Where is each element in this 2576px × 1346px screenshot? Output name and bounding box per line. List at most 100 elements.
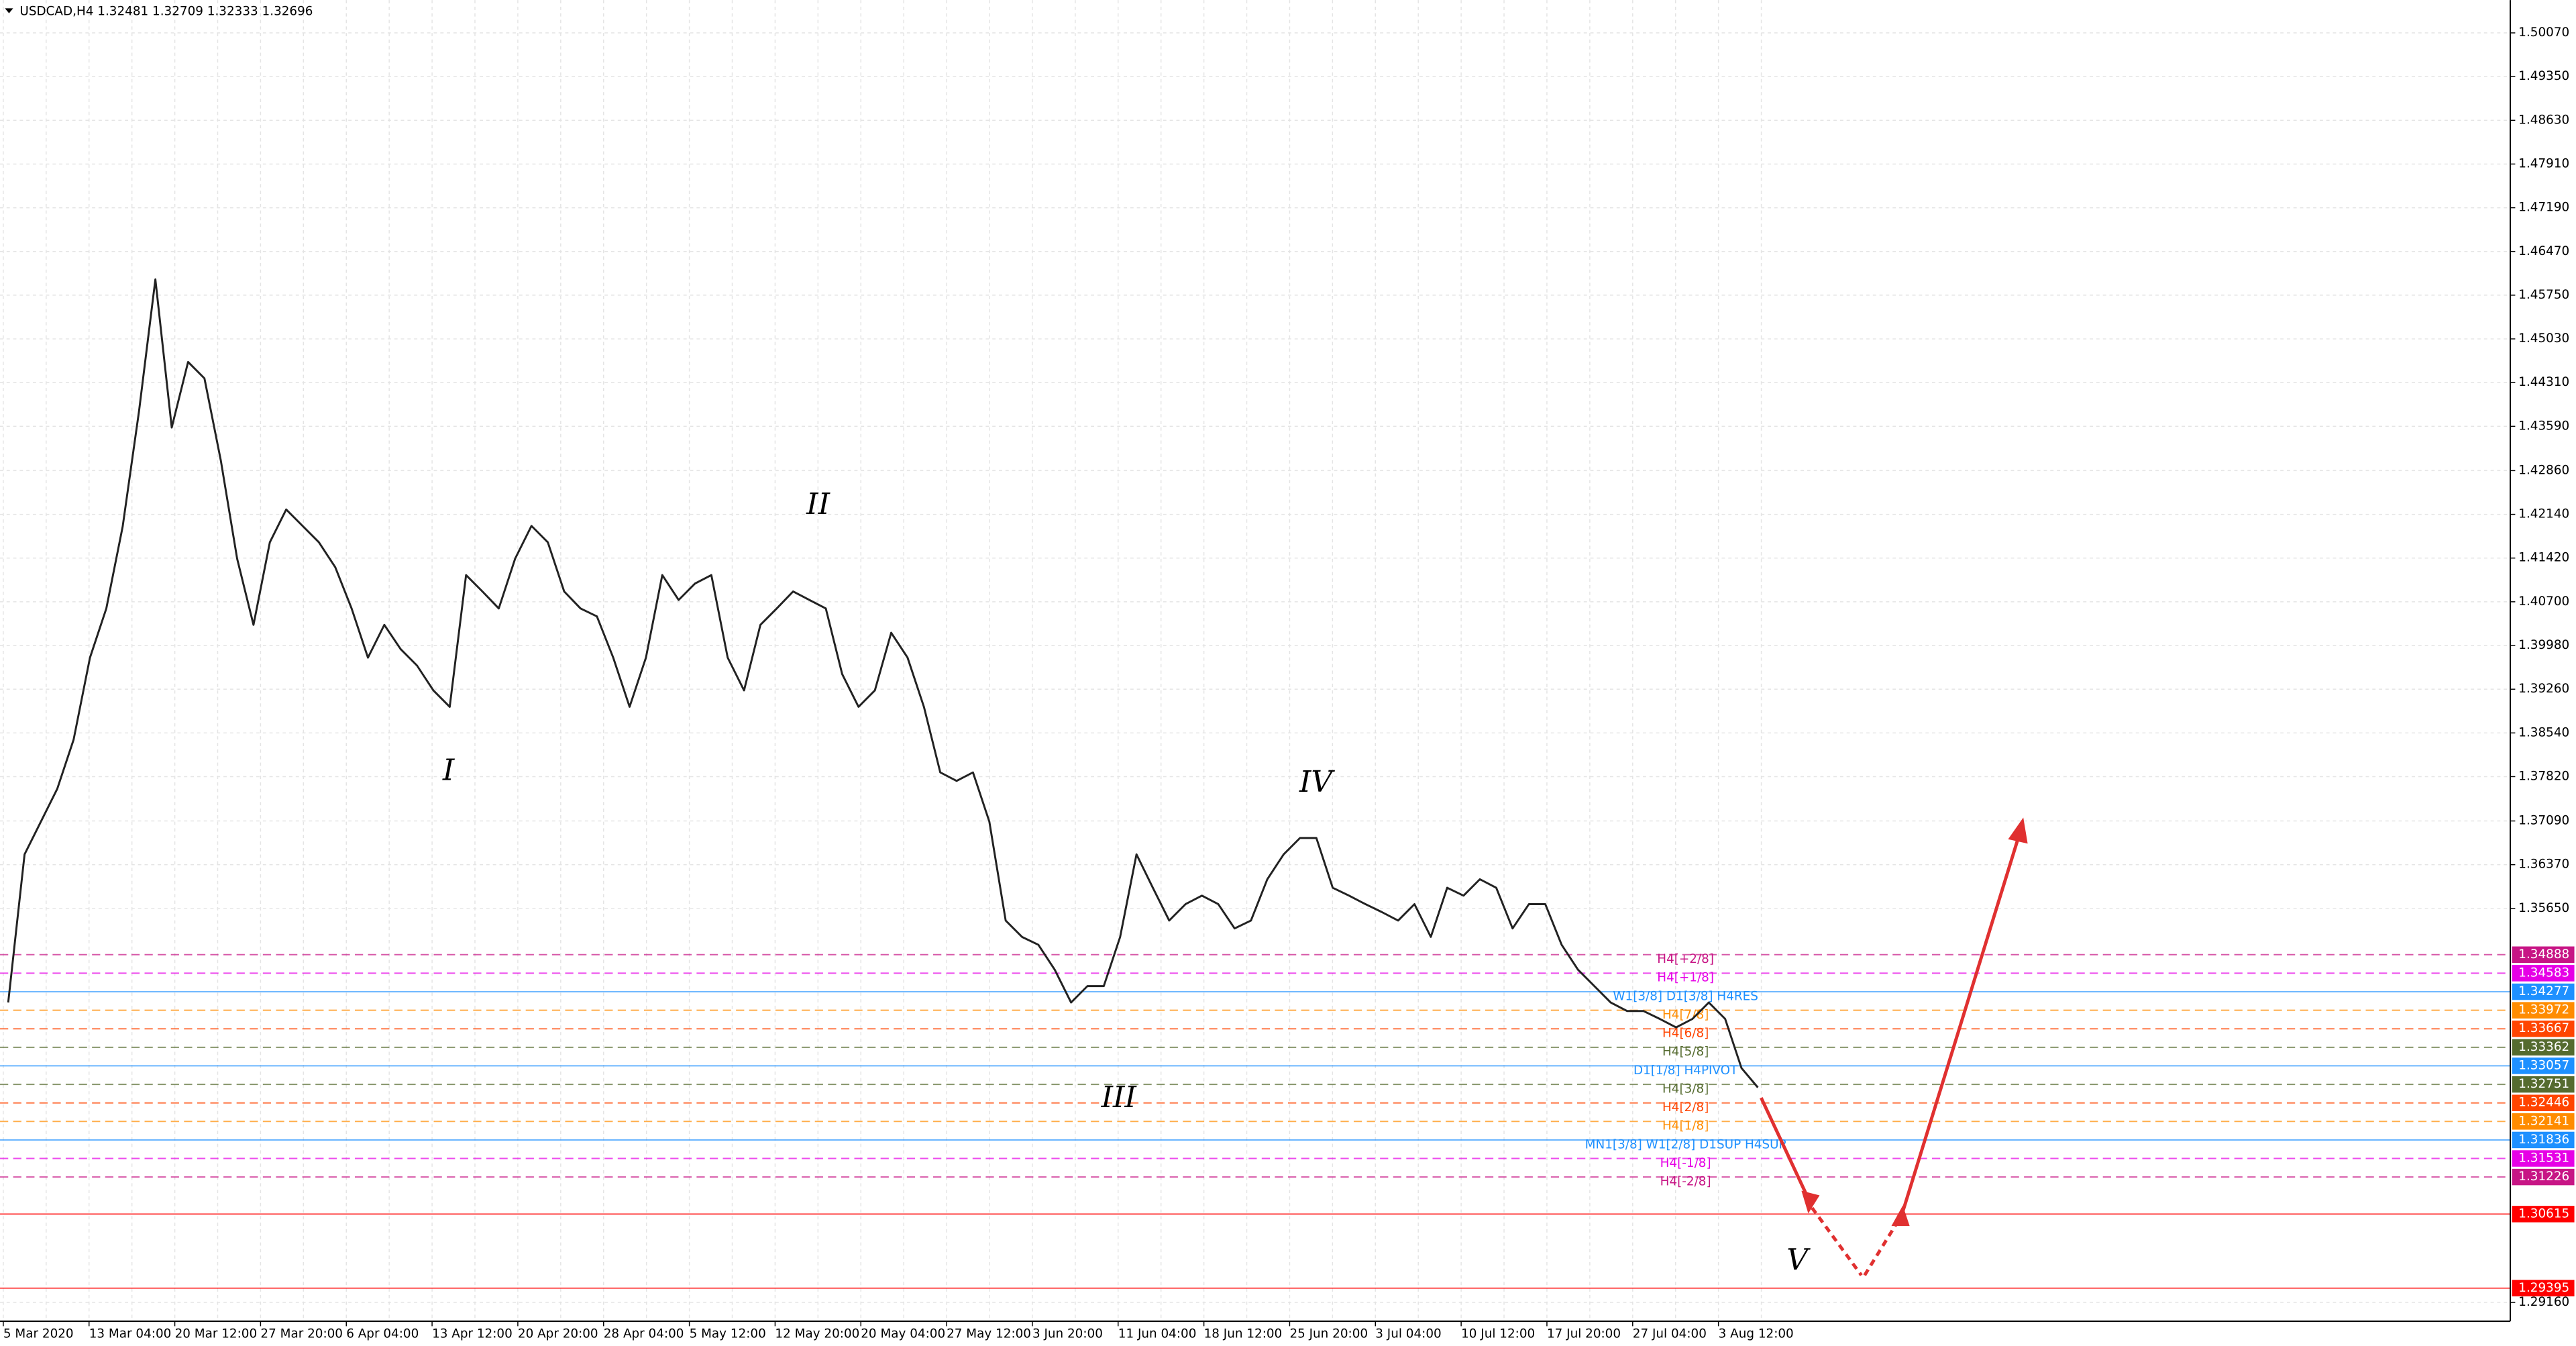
level-price-label: 1.30615 [2518,1206,2569,1221]
x-tick-label: 28 Apr 04:00 [604,1327,684,1341]
arrow-segment [1900,829,2023,1214]
y-tick-label: 1.39980 [2518,638,2569,652]
y-tick-label: 1.29160 [2518,1295,2569,1309]
y-tick-label: 1.37090 [2518,814,2569,828]
wave-label: III [1101,1080,1138,1115]
arrow-segment [1811,1206,1863,1276]
x-tick-label: 25 Jun 20:00 [1289,1327,1368,1341]
level-label: H4[6/8] [1662,1027,1709,1041]
level-box [2512,983,2575,1000]
y-tick-label: 1.48630 [2518,113,2569,127]
level-box [2512,1076,2575,1093]
y-tick-label: 1.41420 [2518,551,2569,565]
wave-label: II [806,487,830,521]
level-price-label: 1.31531 [2518,1151,2569,1166]
arrow-head [1891,1205,1910,1227]
x-tick-label: 10 Jul 12:00 [1461,1327,1535,1341]
level-box [2512,965,2575,982]
level-box [2512,1206,2575,1223]
level-price-label: 1.34888 [2518,947,2569,962]
x-tick-label: 27 Jul 04:00 [1633,1327,1707,1341]
y-tick-label: 1.47190 [2518,201,2569,215]
chart-header: USDCAD,H4 1.32481 1.32709 1.32333 1.3269… [19,4,313,18]
level-label: H4[+2/8] [1657,952,1714,966]
y-tick-label: 1.37820 [2518,769,2569,783]
level-label: H4[+1/8] [1657,971,1714,985]
level-price-label: 1.32141 [2518,1114,2569,1128]
arrow-segment [1760,1097,1811,1200]
y-tick-label: 1.42860 [2518,463,2569,477]
x-tick-label: 3 Aug 12:00 [1719,1327,1794,1341]
x-tick-label: 18 Jun 12:00 [1204,1327,1283,1341]
x-tick-label: 17 Jul 20:00 [1547,1327,1621,1341]
level-box [2512,946,2575,964]
x-tick-label: 5 Mar 2020 [3,1327,74,1341]
price-line [7,278,1759,1088]
level-label: MN1[3/8] W1[2/8] D1SUP H4SUP [1585,1137,1786,1151]
x-tick-label: 27 May 12:00 [947,1327,1031,1341]
x-tick-label: 13 Mar 04:00 [89,1327,172,1341]
level-label: H4[-1/8] [1660,1156,1711,1170]
level-price-label: 1.33972 [2518,1003,2569,1017]
level-box [2512,1168,2575,1186]
level-price-label: 1.34583 [2518,966,2569,980]
y-tick-label: 1.38540 [2518,725,2569,739]
x-tick-label: 13 Apr 12:00 [432,1327,513,1341]
axes: 1.50070 1.49350 1.48630 1.47910 1.47190 1.464… [3,25,2575,1341]
y-tick-label: 1.40700 [2518,594,2569,609]
level-price-label: 1.33667 [2518,1021,2569,1035]
menu-arrow[interactable] [5,8,13,13]
forecast-arrow [1760,817,2028,1276]
level-box [2512,1057,2575,1074]
level-price-label: 1.29395 [2518,1281,2569,1295]
level-price-label: 1.33362 [2518,1040,2569,1054]
level-price-label: 1.32446 [2518,1096,2569,1110]
x-tick-label: 11 Jun 04:00 [1118,1327,1197,1341]
level-label: W1[3/8] D1[3/8] H4RES [1613,989,1758,1003]
level-label: H4[7/8] [1662,1008,1709,1022]
level-label: H4[2/8] [1662,1100,1709,1115]
x-tick-label: 12 May 20:00 [775,1327,859,1341]
level-price-label: 1.31226 [2518,1170,2569,1184]
y-tick-label: 1.39260 [2518,682,2569,696]
y-tick-label: 1.45750 [2518,288,2569,302]
y-tick-label: 1.46470 [2518,244,2569,258]
x-tick-label: 27 Mar 20:00 [260,1327,343,1341]
y-tick-label: 1.49350 [2518,69,2569,83]
level-box [2512,1280,2575,1297]
x-tick-label: 20 Mar 12:00 [175,1327,258,1341]
x-tick-label: 3 Jul 04:00 [1375,1327,1441,1341]
level-price-label: 1.31836 [2518,1133,2569,1147]
wave-label: V [1786,1243,1811,1277]
level-box [2512,1131,2575,1149]
y-tick-label: 1.47910 [2518,156,2569,170]
level-label: H4[5/8] [1662,1045,1709,1059]
y-tick-label: 1.42140 [2518,507,2569,521]
arrow-head [1801,1190,1820,1214]
y-tick-label: 1.45030 [2518,331,2569,346]
levels: H4[+2/8] H4[+1/8] W1[3/8] D1[3/8] H4RES H4[… [0,952,2511,1289]
level-box [2512,1150,2575,1167]
level-box [2512,1021,2575,1037]
y-tick-label: 1.43590 [2518,419,2569,433]
level-label: H4[-2/8] [1660,1174,1711,1188]
x-tick-label: 5 May 12:00 [690,1327,766,1341]
level-box [2512,1113,2575,1130]
x-tick-label: 3 Jun 20:00 [1032,1327,1103,1341]
y-tick-label: 1.44310 [2518,375,2569,389]
level-label: H4[1/8] [1662,1119,1709,1133]
level-price-label: 1.32751 [2518,1077,2569,1091]
y-tick-label: 1.36370 [2518,858,2569,872]
y-tick-label: 1.35650 [2518,901,2569,915]
x-tick-label: 6 Apr 04:00 [346,1327,419,1341]
x-tick-label: 20 Apr 20:00 [518,1327,598,1341]
arrow-head [2008,817,2028,844]
level-price-label: 1.33057 [2518,1058,2569,1072]
level-box [2512,1094,2575,1111]
y-tick-label: 1.50070 [2518,25,2569,40]
level-label: H4[3/8] [1662,1082,1709,1096]
